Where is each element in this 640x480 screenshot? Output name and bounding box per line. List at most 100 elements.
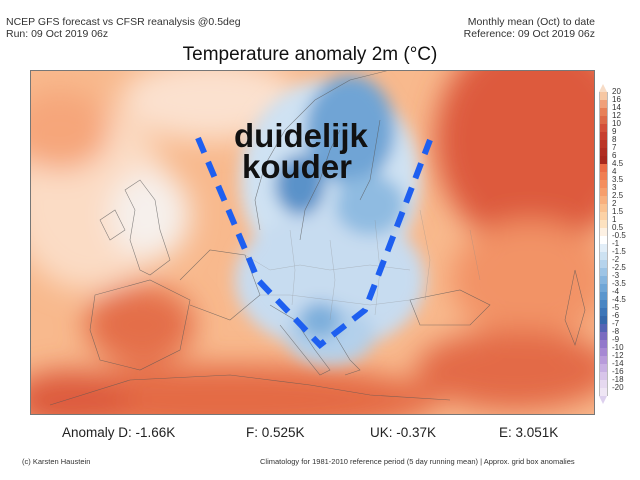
map-frame [30, 70, 595, 415]
colorbar-cell [599, 172, 608, 180]
colorbar-top-arrow [599, 84, 607, 92]
colorbar-label: 8 [612, 135, 617, 144]
header-left: NCEP GFS forecast vs CFSR reanalysis @0.… [6, 16, 241, 40]
coast-scandinavia [254, 70, 391, 231]
colorbar-label: -2 [612, 255, 620, 264]
colorbar-cell [599, 116, 608, 124]
colorbar-label: 3 [612, 183, 617, 192]
coast-nafrica [49, 374, 451, 406]
colorbar-label: -1.5 [612, 247, 626, 256]
colorbar-label: 9 [612, 127, 617, 136]
stat-e: E: 3.051K [499, 425, 559, 440]
colorbar-cell [599, 332, 608, 340]
annotation-line1: duidelijk [234, 117, 369, 154]
colorbar-cell [599, 308, 608, 316]
cold-region-outline [195, 136, 433, 350]
colorbar-label: -12 [612, 351, 624, 360]
colorbar-label: -5 [612, 303, 620, 312]
cold-core-baltic [335, 175, 405, 235]
colorbar-label: -8 [612, 327, 620, 336]
colorbar-cell [599, 132, 608, 140]
colorbar-cell [599, 268, 608, 276]
colorbar-label: 6 [612, 151, 617, 160]
colorbar-bottom-arrow [599, 396, 607, 404]
colorbar-cell [599, 260, 608, 268]
colorbar-label: 14 [612, 103, 621, 112]
coast-finland [359, 119, 381, 201]
neutral-zone-north [120, 70, 300, 140]
stat-f: F: 0.525K [246, 425, 305, 440]
stat-uk: UK: -0.37K [370, 425, 437, 440]
neutral-zone-uk [110, 170, 190, 260]
period-info: Monthly mean (Oct) to date [467, 16, 595, 28]
colorbar-label: 4.5 [612, 159, 624, 168]
reference-info: Reference: 09 Oct 2019 06z [463, 28, 595, 40]
colorbar-cell [599, 92, 608, 100]
anomaly-map: duidelijk kouder [30, 70, 595, 415]
colorbar-cell [599, 380, 608, 388]
colorbar-label: -4.5 [612, 295, 626, 304]
colorbar-label: -6 [612, 311, 620, 320]
colorbar-label: 3.5 [612, 175, 624, 184]
colorbar-label: -9 [612, 335, 620, 344]
model-info: NCEP GFS forecast vs CFSR reanalysis @0.… [6, 16, 241, 28]
colorbar-cell [599, 292, 608, 300]
colorbar-label: 2.5 [612, 191, 624, 200]
colorbar-label: 1.5 [612, 207, 624, 216]
colorbar-cell [599, 188, 608, 196]
colorbar-cell [599, 148, 608, 156]
climatology-note: Climatology for 1981-2010 reference peri… [260, 457, 575, 466]
colorbar-cell [599, 212, 608, 220]
colorbar-cell [599, 388, 608, 396]
warm-zone-nafrica [30, 365, 440, 415]
coast-blacksea [409, 289, 491, 326]
colorbar: 20 16 14 12 10 9 8 7 6 4.5 4 3.5 3 2.5 2 1.5 1 0.5 -0.5 -1-… [598, 84, 638, 404]
coast-france [179, 249, 261, 321]
colorbar-label: -1 [612, 239, 620, 248]
colorbar-label: -18 [612, 375, 624, 384]
colorbar-label: 10 [612, 119, 621, 128]
colorbar-label: -3.5 [612, 279, 626, 288]
colorbar-cell [599, 204, 608, 212]
colorbar-cell [599, 196, 608, 204]
coast-uk [124, 179, 171, 276]
colorbar-cell [599, 300, 608, 308]
colorbar-label: -4 [612, 287, 620, 296]
coast-iberia [89, 279, 191, 371]
cold-core-norway [275, 155, 325, 215]
colorbar-cell [599, 316, 608, 324]
colorbar-cell [599, 348, 608, 356]
colorbar-cell [599, 236, 608, 244]
coast-greece [334, 334, 361, 376]
colorbar-cell [599, 340, 608, 348]
run-info: Run: 09 Oct 2019 06z [6, 28, 109, 40]
colorbar-label: -7 [612, 319, 620, 328]
warm-zone-turkey [415, 330, 595, 410]
colorbar-label: -10 [612, 343, 624, 352]
colorbar-label: -16 [612, 367, 624, 376]
colorbar-cell [599, 356, 608, 364]
colorbar-cell [599, 220, 608, 228]
colorbar-label: 2 [612, 199, 617, 208]
warm-zone-nw-atlantic [30, 90, 110, 170]
colorbar-label: 1 [612, 215, 617, 224]
colorbar-label: -20 [612, 383, 624, 392]
colorbar-cell [599, 156, 608, 164]
warm-zone-iberia [85, 285, 195, 365]
colorbar-cell [599, 180, 608, 188]
cold-core-adriatic [300, 302, 340, 338]
stat-anomaly-d: Anomaly D: -1.66K [62, 425, 176, 440]
map-title: Temperature anomaly 2m (°C) [182, 44, 438, 65]
colorbar-cell [599, 252, 608, 260]
colorbar-cell [599, 100, 608, 108]
colorbar-label: -3 [612, 271, 620, 280]
coast-sweden [299, 129, 341, 241]
warm-zone-east [450, 220, 595, 340]
colorbar-cell [599, 140, 608, 148]
colorbar-label: 7 [612, 143, 617, 152]
annotation-line2: kouder [242, 148, 352, 185]
colorbar-label: -2.5 [612, 263, 626, 272]
colorbar-label: 4 [612, 167, 617, 176]
colorbar-label: -14 [612, 359, 624, 368]
colorbar-cell [599, 284, 608, 292]
